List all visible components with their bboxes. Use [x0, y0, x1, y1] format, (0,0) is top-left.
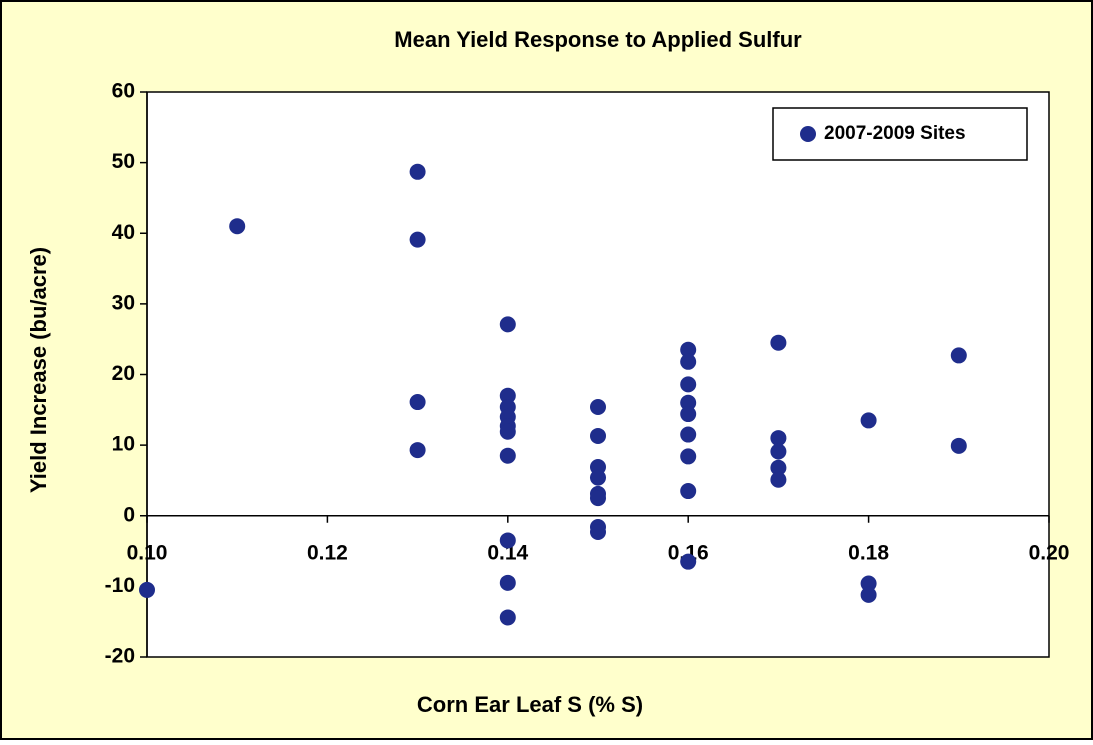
- y-tick-label: 30: [112, 291, 135, 314]
- data-point: [499, 423, 516, 440]
- data-point: [590, 469, 606, 486]
- x-axis-title: Corn Ear Leaf S (% S): [417, 692, 643, 717]
- data-point: [770, 443, 787, 460]
- data-point: [499, 387, 516, 404]
- y-tick-label: 50: [112, 150, 135, 173]
- legend-label: 2007-2009 Sites: [824, 123, 966, 144]
- data-point: [139, 581, 155, 598]
- data-point: [499, 532, 516, 549]
- legend-marker: [800, 126, 816, 142]
- y-tick-label: 10: [112, 433, 135, 456]
- data-point: [680, 406, 697, 423]
- y-tick-label: -10: [105, 574, 135, 597]
- data-point: [680, 353, 697, 370]
- data-point: [409, 231, 426, 248]
- data-point: [770, 459, 787, 476]
- x-tick-label: 0.18: [848, 541, 889, 564]
- data-point: [860, 575, 877, 592]
- data-point: [499, 574, 516, 591]
- data-point: [409, 163, 426, 180]
- data-point: [499, 447, 516, 464]
- data-point: [680, 483, 697, 500]
- y-tick-label: 40: [112, 221, 135, 244]
- data-point: [680, 394, 697, 411]
- data-point: [229, 218, 246, 235]
- y-tick-label: 20: [112, 362, 135, 385]
- data-point: [950, 347, 967, 364]
- chart-title: Mean Yield Response to Applied Sulfur: [394, 27, 802, 52]
- x-tick-label: 0.10: [127, 541, 168, 564]
- y-tick-label: 60: [112, 80, 135, 103]
- x-tick-label: 0.20: [1029, 541, 1070, 564]
- x-tick-label: 0.14: [487, 541, 528, 564]
- data-point: [680, 553, 697, 570]
- data-point: [680, 448, 697, 465]
- data-point: [590, 490, 606, 507]
- y-tick-label: -20: [105, 645, 135, 668]
- x-tick-label: 0.16: [668, 541, 709, 564]
- y-axis-title: Yield Increase (bu/acre): [26, 247, 51, 493]
- data-point: [770, 334, 787, 351]
- data-point: [950, 437, 967, 454]
- data-point: [409, 442, 426, 459]
- plot-area: [146, 91, 1050, 658]
- data-point: [499, 609, 516, 626]
- data-point: [499, 316, 516, 333]
- data-point: [860, 412, 877, 429]
- y-tick-label: 0: [123, 503, 135, 526]
- data-point: [409, 394, 426, 411]
- data-point: [770, 430, 787, 447]
- data-point: [680, 341, 697, 358]
- x-tick-label: 0.12: [307, 541, 348, 564]
- data-point: [590, 398, 606, 415]
- data-point: [590, 427, 606, 444]
- data-point: [680, 426, 697, 443]
- data-point: [770, 471, 787, 488]
- data-point: [590, 523, 606, 540]
- data-point: [680, 376, 697, 393]
- data-point: [860, 586, 877, 603]
